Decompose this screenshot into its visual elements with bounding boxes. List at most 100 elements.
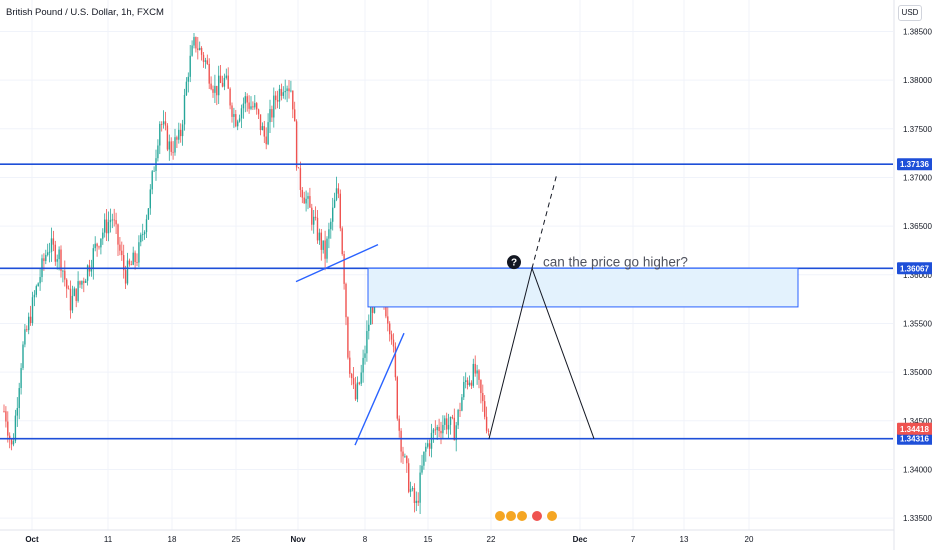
candle-body [132,252,134,265]
candle-body [356,382,359,400]
candle-body [411,488,414,490]
candle-body [54,244,56,262]
candle-body [409,489,412,492]
candle-body [368,324,370,331]
candle-body [313,216,315,225]
currency-button[interactable]: USD [898,5,922,21]
candle-body [451,416,454,418]
candle-body [229,88,231,106]
time-tick-label: Oct [25,535,39,544]
candle-body [276,100,279,102]
price-tick-label: 1.35500 [903,319,932,328]
candle-body [347,317,349,358]
candle-body [5,411,7,422]
last-price-tag [897,422,932,435]
candle-body [200,47,203,55]
time-tick-label: 20 [745,535,754,544]
level-price-label: 1.37136 [900,160,929,169]
time-tick-label: 8 [363,535,368,544]
candle-body [113,219,115,221]
drawings-layer: ? can the price go higher? [0,163,893,522]
candle-body [47,252,49,255]
candle-body [81,281,83,285]
candle-body [138,242,140,263]
candle-body [485,416,488,431]
candle-body [128,260,131,265]
candle-body [432,429,435,433]
candle-body [18,388,20,409]
candle-body [275,95,277,101]
candle-body [438,426,440,431]
candle-body [468,382,471,386]
price-tick-label: 1.33500 [903,514,932,523]
candle-body [240,108,243,119]
candle-body [83,281,85,283]
candle-body [402,451,404,457]
trend-line [295,243,379,283]
candle-body [442,424,444,434]
candle-body [238,118,241,122]
candle-body [100,238,102,248]
candle-body [136,262,138,263]
candle-body [265,136,267,145]
candle-body [22,344,24,369]
candle-body [252,106,254,108]
candle-body [447,424,450,430]
candle-body [335,188,338,200]
candle-body [284,91,286,93]
symbol-title[interactable]: British Pound / U.S. Dollar, 1h, FXCM [6,7,164,18]
candle-body [406,456,408,464]
candle-body [476,370,478,374]
candle-body [349,357,351,374]
candle-body [77,281,79,301]
candle-body [157,145,159,159]
event-flag-icon [516,510,528,522]
candle-body [408,463,410,492]
candle-body [162,121,165,125]
candle-body [360,372,362,384]
candle-body [366,330,368,354]
candle-body [208,63,210,84]
candle-body [172,151,174,153]
price-tick-label: 1.36000 [903,271,932,280]
candle-body [218,75,220,96]
event-flag-icon [546,510,558,522]
candle-body [282,92,284,96]
candle-body [295,121,298,168]
candle-body [134,252,136,263]
candle-body [444,418,446,425]
candle-body [96,243,98,247]
candle-body [123,255,125,271]
candle-body [339,193,341,229]
price-axis: 1.38500 1.38000 1.37500 1.37000 1.36500 1.360… [893,0,932,550]
candle-body [161,123,163,125]
candle-body [168,141,170,150]
candle-body [370,306,372,325]
candle-body [480,379,482,394]
candle-body [328,229,330,239]
candle-body [269,109,271,123]
candle-body [427,443,429,447]
candle-body [142,234,144,236]
candle-body [28,316,30,331]
grid-lines [0,0,893,530]
candle-body [69,288,72,311]
candle-body [216,85,218,96]
candle-body [206,60,208,64]
candle-body [170,141,172,152]
candle-body [233,114,235,117]
candle-body [465,380,467,382]
candle-body [294,109,296,122]
candle-body [351,373,353,379]
annotation-text: can the price go higher? [543,255,688,270]
candle-body [31,297,34,324]
candle-body [466,380,469,386]
candle-body [79,281,81,285]
candle-body [227,75,229,89]
projection-dashed-line [531,173,558,269]
question-icon [507,255,521,270]
event-flag-icon [505,510,517,522]
candle-body [309,196,311,208]
